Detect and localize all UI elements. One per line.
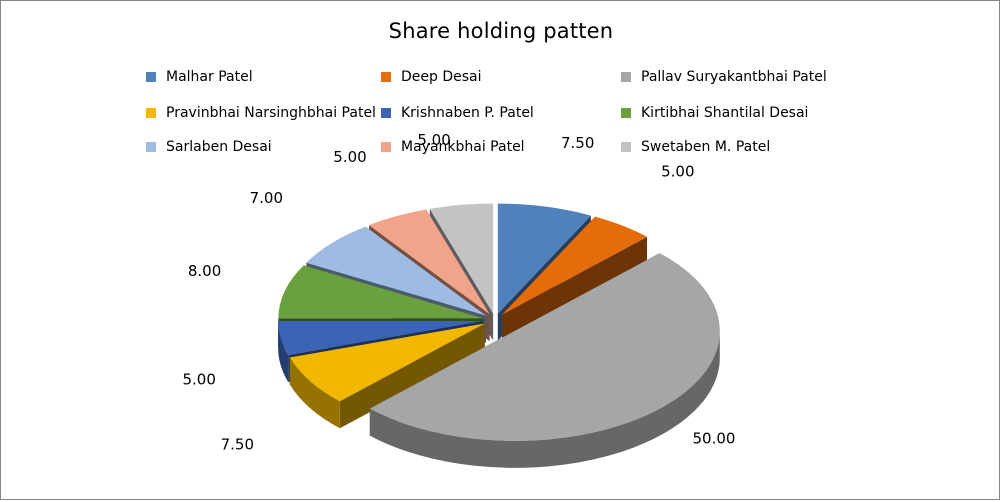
legend-label: Malhar Patel — [166, 69, 253, 85]
data-label: 5.00 — [661, 163, 694, 181]
data-label: 50.00 — [693, 430, 736, 448]
legend-item-malhar-patel: Malhar Patel — [146, 67, 253, 87]
legend-swatch — [381, 142, 391, 152]
data-label: 7.00 — [250, 189, 283, 207]
legend-label: Swetaben M. Patel — [641, 139, 771, 155]
legend-item-mayankbhai-patel: Mayankbhai Patel — [381, 137, 525, 157]
legend-swatch — [381, 72, 391, 82]
chart-title: Share holding patten — [388, 19, 614, 43]
data-label: 5.00 — [182, 371, 215, 389]
pie-data-labels: 7.50 5.00 50.00 7.50 5.00 8.00 7.00 5.00 5.00 — [182, 131, 735, 453]
data-label: 7.50 — [221, 436, 254, 454]
legend-label: Pallav Suryakantbhai Patel — [641, 69, 827, 85]
pie-slice-malhar-patel — [497, 203, 591, 314]
legend-swatch — [381, 108, 391, 118]
pie-slice-pravinbhai-narsinghbhai-patel — [289, 323, 485, 402]
pie-slice-swetaben-m-patel — [429, 203, 494, 314]
pie-slice-krishnaben-p-patel — [278, 321, 484, 356]
data-label: 7.50 — [561, 134, 594, 152]
legend-item-kirtibhai-shantilal-desai: Kirtibhai Shantilal Desai — [621, 103, 808, 123]
legend-swatch — [621, 142, 631, 152]
pie-slice-deep-desai — [502, 216, 648, 315]
legend-item-pravinbhai-narsinghbhai-patel: Pravinbhai Narsinghbhai Patel — [146, 103, 376, 123]
slice-side — [278, 321, 289, 383]
data-label: 5.00 — [417, 131, 450, 149]
legend-label: Mayankbhai Patel — [401, 139, 525, 155]
pie-slice-kirtibhai-shantilal-desai — [278, 265, 484, 319]
legend-swatch — [146, 142, 156, 152]
legend-label: Deep Desai — [401, 69, 482, 85]
legend-label: Sarlaben Desai — [166, 139, 272, 155]
slice-wall — [502, 236, 648, 342]
legend-label: Pravinbhai Narsinghbhai Patel — [166, 105, 376, 121]
legend-swatch — [621, 108, 631, 118]
legend-item-deep-desai: Deep Desai — [381, 67, 482, 87]
pie-slice-pallav-suryakantbhai-patel — [369, 253, 720, 441]
legend-swatch — [621, 72, 631, 82]
pie-tops — [278, 203, 720, 441]
legend-item-sarlaben-desai: Sarlaben Desai — [146, 137, 272, 157]
pie-slice-mayankbhai-patel — [369, 209, 490, 315]
slice-side — [289, 357, 340, 429]
legend-label: Krishnaben P. Patel — [401, 105, 534, 121]
legend-item-swetaben-m-patel: Swetaben M. Patel — [621, 137, 770, 157]
legend-item-krishnaben-p-patel: Krishnaben P. Patel — [381, 103, 534, 123]
data-label: 5.00 — [333, 148, 366, 166]
legend-label: Kirtibhai Shantilal Desai — [641, 105, 809, 121]
legend-item-pallav-suryakantbhai-patel: Pallav Suryakantbhai Patel — [621, 67, 827, 87]
data-label: 8.00 — [188, 262, 221, 280]
legend-swatch — [146, 72, 156, 82]
slice-side — [369, 330, 720, 468]
legend-swatch — [146, 108, 156, 118]
pie-slice-sarlaben-desai — [306, 226, 486, 316]
